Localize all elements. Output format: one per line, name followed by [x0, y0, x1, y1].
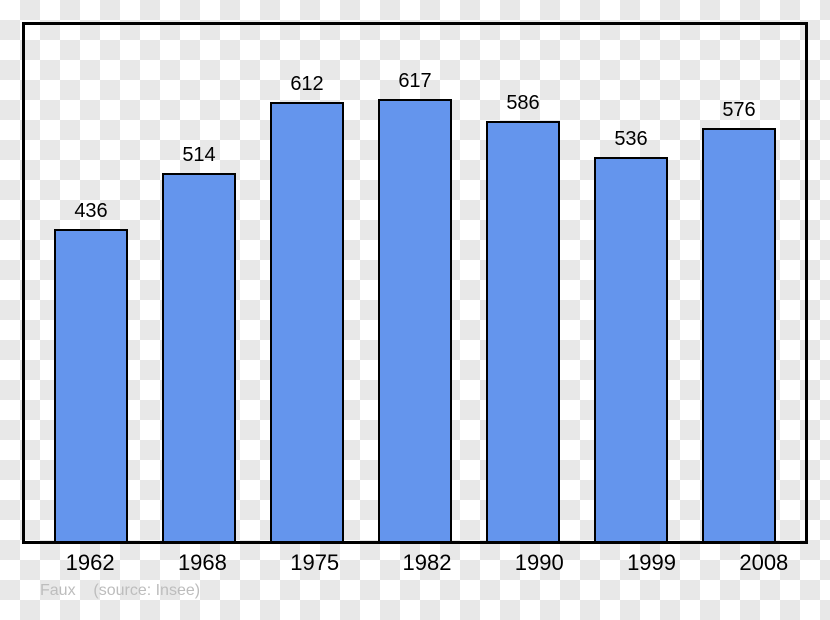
bar-column: 612 — [253, 73, 361, 541]
x-axis-label: 1982 — [371, 550, 483, 576]
bar-rect — [54, 229, 127, 541]
x-axis-label: 2008 — [708, 550, 820, 576]
bar-column: 514 — [145, 144, 253, 541]
plot-box: 436 514 612 617 586 536 576 — [22, 22, 808, 544]
chart-stage: 436514612617586536576 196219681975198219… — [0, 0, 830, 620]
bar-column: 617 — [361, 70, 469, 541]
bar-value-label: 514 — [182, 144, 215, 167]
x-axis-label: 1990 — [483, 550, 595, 576]
bar-rect — [378, 99, 451, 541]
bars-area: 436 514 612 617 586 536 576 — [25, 25, 805, 541]
source-name: Faux — [40, 582, 76, 599]
bar-value-label: 586 — [506, 92, 539, 115]
x-axis-labels: 1962196819751982199019992008 — [22, 550, 830, 576]
bar-value-label: 576 — [722, 99, 755, 122]
bar-rect — [486, 121, 559, 541]
source-attribution: (source: Insee) — [93, 582, 200, 599]
x-axis-label: 1975 — [259, 550, 371, 576]
bar-value-label: 436 — [74, 200, 107, 223]
bar-rect — [702, 128, 775, 541]
bar-column: 576 — [685, 99, 793, 541]
x-axis-label: 1962 — [34, 550, 146, 576]
bar-value-label: 612 — [290, 73, 323, 96]
bar-rect — [270, 102, 343, 541]
bar-rect — [162, 173, 235, 541]
bar-column: 536 — [577, 128, 685, 541]
bar-column: 586 — [469, 92, 577, 541]
source-note: Faux (source: Insee) — [40, 582, 200, 600]
bar-value-label: 536 — [614, 128, 647, 151]
bar-column: 436 — [37, 200, 145, 541]
bar-value-label: 617 — [398, 70, 431, 93]
x-axis-label: 1999 — [595, 550, 707, 576]
bar-rect — [594, 157, 667, 541]
x-axis-label: 1968 — [146, 550, 258, 576]
